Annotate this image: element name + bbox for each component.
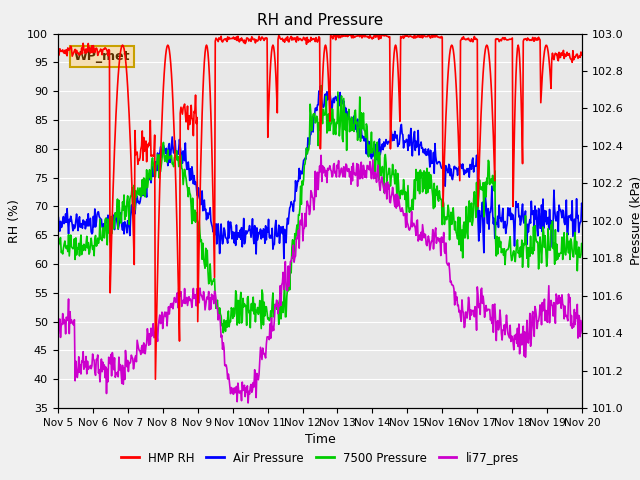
X-axis label: Time: Time (305, 433, 335, 446)
Legend: HMP RH, Air Pressure, 7500 Pressure, li77_pres: HMP RH, Air Pressure, 7500 Pressure, li7… (116, 447, 524, 469)
Y-axis label: Pressure (kPa): Pressure (kPa) (630, 176, 640, 265)
Text: WP_met: WP_met (74, 50, 130, 63)
Title: RH and Pressure: RH and Pressure (257, 13, 383, 28)
Y-axis label: RH (%): RH (%) (8, 199, 21, 243)
